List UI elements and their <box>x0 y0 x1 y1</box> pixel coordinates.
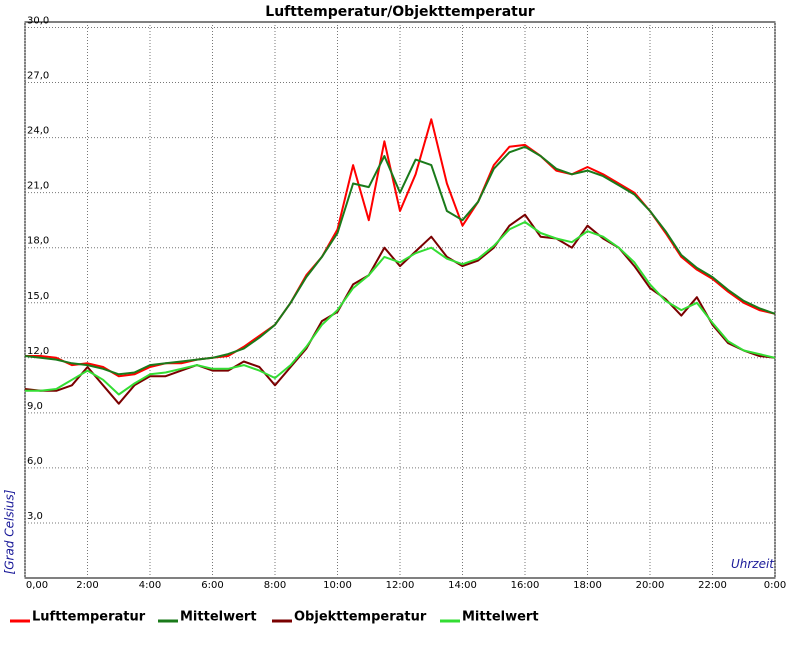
y-tick-label: 21,0 <box>27 181 49 192</box>
y-tick-label: 12,0 <box>27 346 49 357</box>
x-tick-label: 10:00 <box>323 580 352 591</box>
y-tick-label: 3,0 <box>27 511 43 522</box>
x-tick-label: 14:00 <box>448 580 477 591</box>
legend-label: Objekttemperatur <box>294 610 427 625</box>
legend-label: Mittelwert <box>462 610 539 625</box>
legend-item: Mittelwert <box>158 610 257 625</box>
plot-frame <box>24 21 776 579</box>
x-tick-label: 12:00 <box>386 580 415 591</box>
x-tick-label: 16:00 <box>511 580 540 591</box>
legend-label: Mittelwert <box>180 610 257 625</box>
legend-item: Mittelwert <box>440 610 539 625</box>
legend-item: Lufttemperatur <box>10 610 146 625</box>
y-tick-label: 24,0 <box>27 126 49 137</box>
x-tick-label: 8:00 <box>264 580 286 591</box>
chart-title: Lufttemperatur/Objekttemperatur <box>265 4 535 20</box>
x-tick-label: 18:00 <box>573 580 602 591</box>
x-tick-label: 0:00 <box>764 580 786 591</box>
legend-item: Objekttemperatur <box>272 610 427 625</box>
y-tick-label: 6,0 <box>27 456 43 467</box>
series-line <box>24 145 776 376</box>
y-axis-label: [Grad Celsius] <box>3 489 17 574</box>
y-tick-label: 27,0 <box>27 71 49 82</box>
x-tick-label: 4:00 <box>139 580 161 591</box>
series-line <box>25 221 776 396</box>
y-tick-label: 30,0 <box>27 16 49 27</box>
x-tick-label: 2:00 <box>76 580 98 591</box>
x-tick-label: 22:00 <box>698 580 727 591</box>
x-tick-label: 6:00 <box>201 580 223 591</box>
legend-label: Lufttemperatur <box>32 610 146 625</box>
x-tick-label: 0,00 <box>26 580 48 591</box>
y-tick-label: 9,0 <box>27 401 43 412</box>
series-line <box>24 213 776 405</box>
y-tick-label: 15,0 <box>27 291 49 302</box>
x-tick-label: 20:00 <box>636 580 665 591</box>
x-axis-label: Uhrzeit <box>731 557 775 571</box>
y-tick-label: 18,0 <box>27 236 49 247</box>
